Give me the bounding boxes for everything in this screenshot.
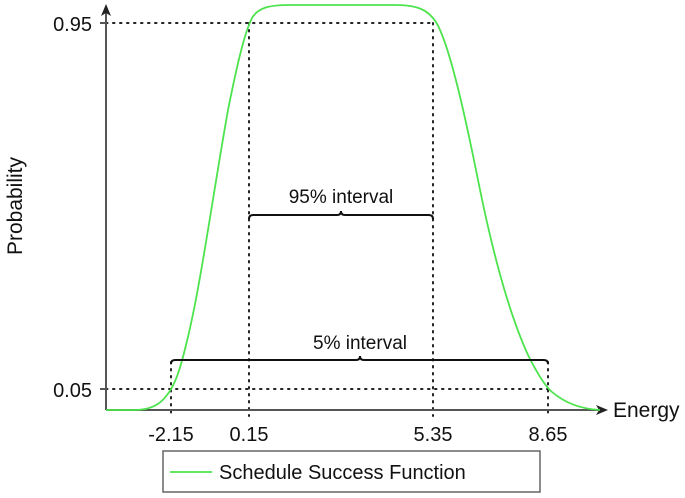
x-axis-arrow-icon — [596, 405, 608, 415]
x-axis-title: Energy — [613, 399, 680, 422]
y-tick-label-high: 0.95 — [53, 14, 92, 36]
y-axis-title: Probability — [4, 156, 27, 255]
axes — [100, 10, 600, 411]
x-tick-label-4: 8.65 — [529, 424, 568, 446]
brace-5-interval — [170, 355, 549, 365]
x-tick-label-3: 5.35 — [414, 424, 453, 446]
y-tick-label-low: 0.05 — [53, 380, 92, 402]
reference-lines — [105, 22, 549, 417]
brace-95-interval — [248, 210, 434, 220]
legend-label: Schedule Success Function — [219, 462, 466, 484]
x-tick-label-1: -2.15 — [148, 424, 194, 446]
legend-box — [162, 450, 541, 493]
y-axis-arrow-icon — [101, 4, 111, 16]
annotation-5-interval: 5% interval — [313, 333, 407, 354]
success-curve — [106, 4, 601, 411]
x-tick-label-2: 0.15 — [230, 424, 269, 446]
annotation-95-interval: 95% interval — [289, 187, 394, 208]
legend: Schedule Success Function — [162, 450, 541, 493]
